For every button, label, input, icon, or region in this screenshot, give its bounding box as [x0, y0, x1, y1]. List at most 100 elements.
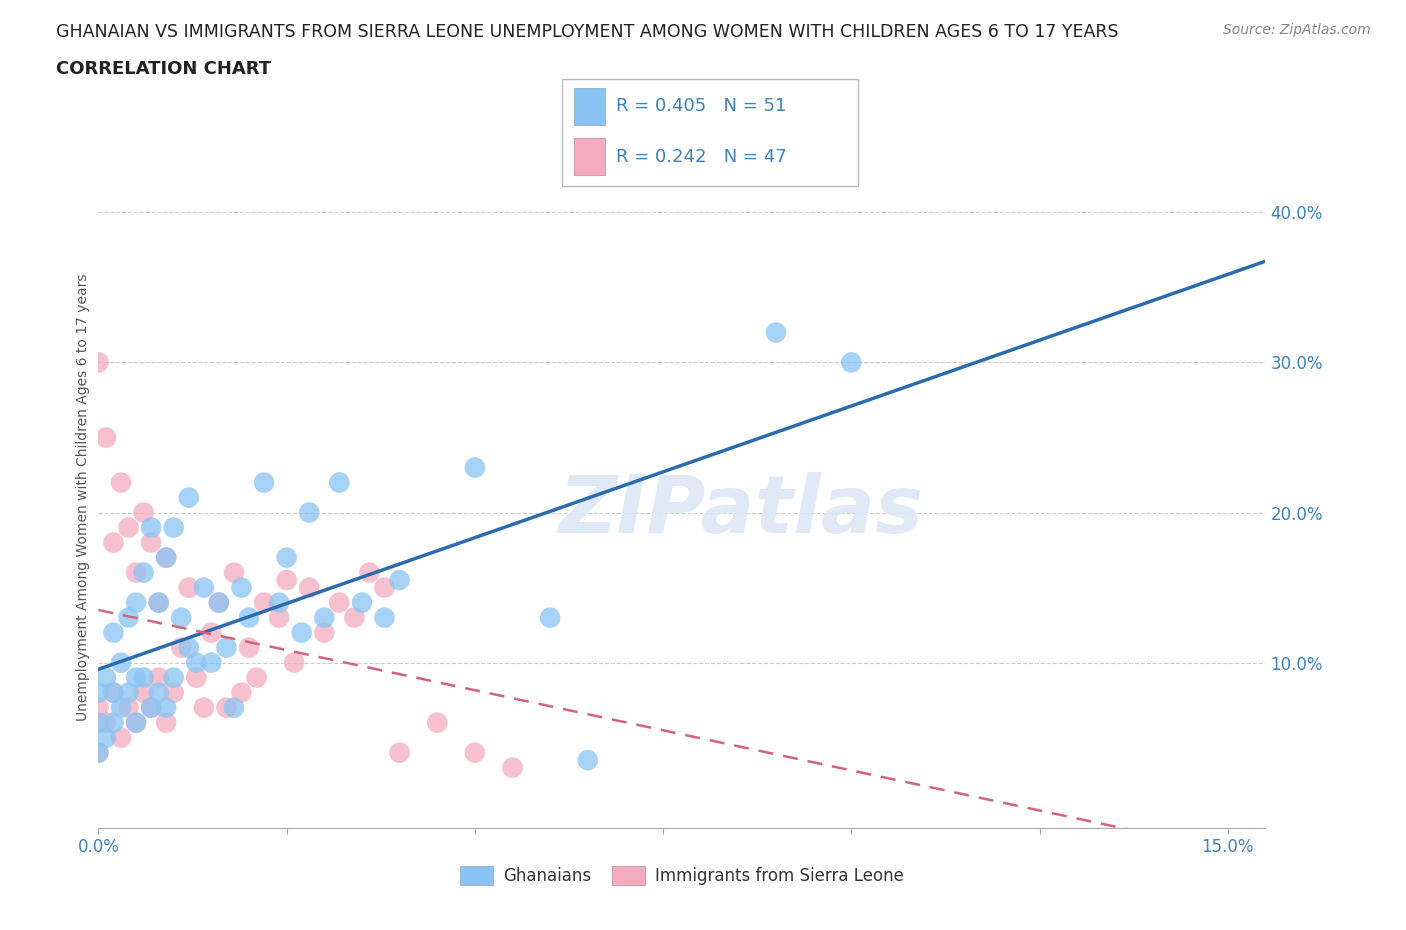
Text: R = 0.405   N = 51: R = 0.405 N = 51 — [616, 98, 786, 115]
Point — [839, 355, 862, 370]
Point — [215, 700, 238, 715]
Point — [132, 671, 155, 685]
Point — [94, 430, 117, 445]
Point — [155, 551, 177, 565]
Text: GHANAIAN VS IMMIGRANTS FROM SIERRA LEONE UNEMPLOYMENT AMONG WOMEN WITH CHILDREN : GHANAIAN VS IMMIGRANTS FROM SIERRA LEONE… — [56, 23, 1119, 41]
Point — [155, 551, 177, 565]
Point — [538, 610, 561, 625]
Point — [125, 565, 148, 580]
Point — [298, 580, 321, 595]
Text: CORRELATION CHART: CORRELATION CHART — [56, 60, 271, 78]
Point — [502, 760, 524, 775]
Point — [117, 520, 139, 535]
Point — [238, 610, 260, 625]
Point — [328, 475, 350, 490]
Point — [464, 745, 486, 760]
Point — [200, 625, 222, 640]
Point — [125, 671, 148, 685]
Point — [132, 685, 155, 700]
Point — [103, 715, 125, 730]
Point — [373, 610, 395, 625]
Point — [87, 700, 110, 715]
Point — [193, 580, 215, 595]
Point — [328, 595, 350, 610]
Point — [208, 595, 231, 610]
Point — [269, 610, 291, 625]
Point — [177, 490, 200, 505]
Point — [139, 700, 162, 715]
Point — [238, 640, 260, 655]
Point — [148, 671, 170, 685]
Point — [215, 640, 238, 655]
Point — [103, 685, 125, 700]
Point — [314, 610, 336, 625]
Point — [103, 535, 125, 550]
Point — [94, 715, 117, 730]
Point — [283, 656, 305, 671]
Point — [125, 595, 148, 610]
Point — [253, 475, 276, 490]
Point — [132, 505, 155, 520]
Point — [765, 326, 787, 340]
Point — [200, 656, 222, 671]
Point — [94, 671, 117, 685]
Point — [276, 573, 298, 588]
Point — [148, 595, 170, 610]
Point — [231, 580, 253, 595]
Point — [139, 535, 162, 550]
Point — [388, 573, 411, 588]
Point — [148, 685, 170, 700]
Point — [222, 565, 245, 580]
Point — [87, 685, 110, 700]
Point — [388, 745, 411, 760]
Point — [110, 475, 132, 490]
Point — [291, 625, 314, 640]
Point — [222, 700, 245, 715]
Point — [117, 685, 139, 700]
Point — [87, 715, 110, 730]
Point — [170, 610, 193, 625]
Point — [103, 685, 125, 700]
Point — [170, 640, 193, 655]
Point — [276, 551, 298, 565]
Point — [155, 715, 177, 730]
Point — [139, 700, 162, 715]
Point — [426, 715, 449, 730]
Point — [117, 700, 139, 715]
Point — [139, 520, 162, 535]
Point — [148, 595, 170, 610]
Text: ZIPatlas: ZIPatlas — [558, 472, 922, 550]
Point — [87, 745, 110, 760]
Point — [163, 685, 186, 700]
Point — [117, 610, 139, 625]
Point — [155, 700, 177, 715]
Point — [125, 715, 148, 730]
Point — [186, 656, 208, 671]
Point — [132, 565, 155, 580]
Y-axis label: Unemployment Among Women with Children Ages 6 to 17 years: Unemployment Among Women with Children A… — [76, 273, 90, 722]
Point — [163, 671, 186, 685]
Point — [186, 671, 208, 685]
Point — [298, 505, 321, 520]
Point — [110, 656, 132, 671]
Point — [314, 625, 336, 640]
Point — [110, 700, 132, 715]
Point — [177, 640, 200, 655]
Point — [373, 580, 395, 595]
Point — [208, 595, 231, 610]
Point — [350, 595, 373, 610]
Point — [163, 520, 186, 535]
Point — [269, 595, 291, 610]
Point — [193, 700, 215, 715]
Point — [245, 671, 267, 685]
Point — [110, 730, 132, 745]
Point — [103, 625, 125, 640]
Point — [464, 460, 486, 475]
Text: R = 0.242   N = 47: R = 0.242 N = 47 — [616, 148, 786, 166]
Point — [87, 745, 110, 760]
Legend: Ghanaians, Immigrants from Sierra Leone: Ghanaians, Immigrants from Sierra Leone — [453, 859, 911, 892]
Point — [343, 610, 366, 625]
Point — [359, 565, 381, 580]
Point — [87, 355, 110, 370]
Point — [177, 580, 200, 595]
